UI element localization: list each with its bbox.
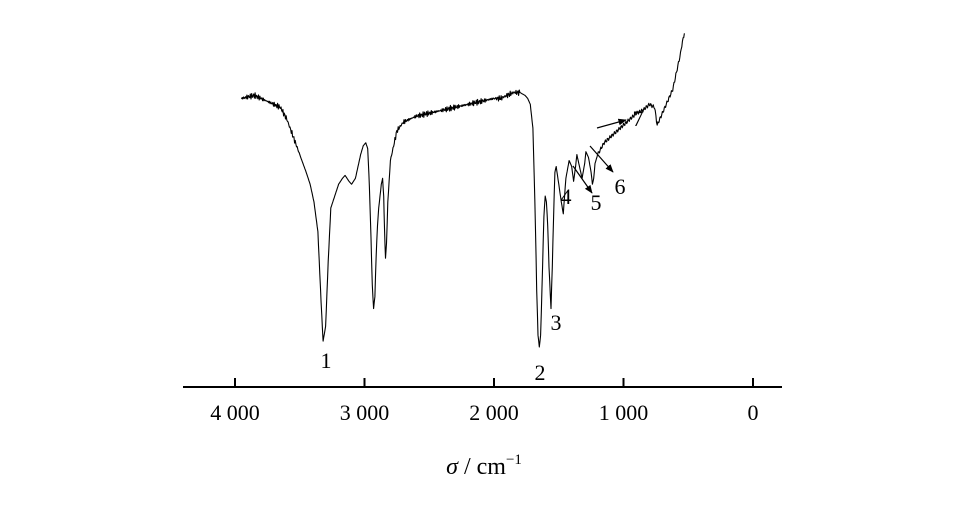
x-tick-label: 2 000 [469,400,519,425]
x-tick-label: 3 000 [340,400,390,425]
x-axis-title: σ / cm−1 [446,452,522,480]
spectrum-line [241,33,685,348]
x-axis: 4 000 3 000 2 000 1 000 0 [183,378,782,425]
peak-label: 6 [615,174,626,199]
peak-label: 3 [551,310,562,335]
peak-label: 1 [321,348,332,373]
peak-label: 7 [633,106,644,131]
x-tick-label: 0 [748,400,759,425]
peak-arrow [596,118,627,129]
peak-label: 2 [535,360,546,385]
x-tick-label: 4 000 [210,400,260,425]
peak-label: 5 [591,190,602,215]
peak-annotations: 1 23 4 56 7 [321,106,644,385]
peak-arrow [589,145,614,173]
peak-label: 4 [561,184,572,209]
x-tick-label: 1 000 [599,400,649,425]
peak-arrow [572,165,593,194]
